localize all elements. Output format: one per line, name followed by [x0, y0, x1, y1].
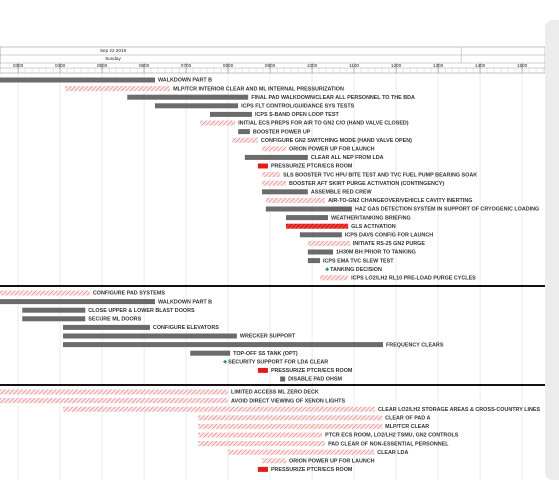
task-bar — [62, 406, 376, 412]
task-label: ICPS EMA TVC SLEW TEST — [323, 258, 394, 264]
timeline-header — [0, 46, 546, 74]
task-bar — [320, 275, 349, 281]
task-bar — [307, 240, 350, 246]
task-bar — [257, 367, 268, 373]
task-label: FREQUENCY CLEARS — [386, 342, 444, 348]
task-label: PRESSURIZE PTCR/ECS ROOM — [271, 368, 353, 374]
task-bar — [0, 77, 155, 83]
task-label: MLP/TCR INTERIOR CLEAR AND ML INTERNAL P… — [173, 86, 344, 92]
plot-area: Sep 22 2019SundaySep 23 2019Monday030004… — [0, 47, 545, 480]
date-label: Sep 22 2019 — [100, 48, 127, 53]
task-bar — [209, 111, 252, 117]
task-bar — [62, 333, 237, 339]
task-label: WEATHER/TANKING BRIEFING — [331, 215, 411, 221]
day-label: Sunday — [105, 56, 121, 61]
task-label: CONFIGURE GN2 SWITCHING MODE (HAND VALVE… — [261, 138, 412, 144]
task-bar — [262, 180, 287, 186]
task-label: TOP-OFF SS TANK (OPT) — [233, 351, 298, 357]
task-bar — [262, 189, 308, 195]
task-label: CLEAR LDA — [377, 450, 408, 456]
milestone — [223, 359, 228, 364]
task-bar — [198, 423, 383, 429]
task-label: ICPS DAVS CONFIG FOR LAUNCH — [345, 233, 433, 239]
task-label: AIR-TO-GN2 CHANGEOVER/VEHICLE CAVITY INE… — [328, 198, 472, 204]
task-bar — [22, 316, 86, 322]
task-label: MLP/TCR CLEAR — [385, 424, 429, 430]
task-bar — [198, 441, 326, 447]
task-bar — [62, 342, 384, 348]
task-label: CLEAR OF PAD A — [385, 416, 430, 422]
task-label: SECURE ML DOORS — [88, 317, 141, 323]
task-bar — [238, 129, 250, 135]
task-bar — [286, 215, 329, 221]
task-label: CLEAR LO2/LH2 STORAGE AREAS & CROSS-COUN… — [378, 407, 540, 413]
task-bar — [62, 324, 150, 330]
task-bar — [280, 376, 286, 382]
task-bar — [0, 398, 229, 404]
task-label: PRESSURIZE PTCR/ECS ROOM — [271, 467, 353, 473]
task-bar — [262, 458, 287, 464]
task-label: CLOSE UPPER & LOWER BLAST DOORS — [88, 308, 195, 314]
task-bar — [257, 466, 268, 472]
task-label: BOOSTER POWER UP — [253, 129, 311, 135]
scroll-panel — [545, 20, 559, 480]
task-label: 1H30M BH PRIOR TO TANKING — [336, 250, 416, 256]
task-bar — [0, 389, 229, 395]
task-label: INITIATE RS-25 GN2 PURGE — [353, 241, 425, 247]
task-label: DISABLE PAD OHSM — [288, 377, 342, 383]
task-bar — [244, 154, 308, 160]
task-bar — [262, 172, 281, 178]
task-label: SLS BOOSTER TVC HPU BITE TEST AND TVC FU… — [283, 172, 477, 178]
task-bar — [0, 290, 90, 296]
task-label: SECURITY SUPPORT FOR LDA CLEAR — [228, 360, 328, 366]
task-label: GLS ACTIVATION — [351, 224, 396, 230]
task-label: HAZ GAS DETECTION SYSTEM IN SUPPORT OF C… — [355, 207, 539, 213]
task-label: ICPS FLT CONTROL/GUIDANCE SYS TESTS — [241, 104, 355, 110]
task-bar — [265, 197, 326, 203]
task-bar — [265, 206, 352, 212]
task-bar — [286, 223, 349, 229]
task-label: WALKDOWN PART B — [158, 78, 212, 84]
task-label: CLEAR ALL NEP FROM LDA — [311, 155, 384, 161]
task-label: AVOID DIRECT VIEWING OF XENON LIGHTS — [231, 398, 345, 404]
task-label: WALKDOWN PART B — [158, 299, 212, 305]
task-label: ORION POWER UP FOR LAUNCH — [289, 459, 375, 465]
task-label: CONFIGURE PAD SYSTEMS — [93, 291, 165, 297]
task-label: PRESSURIZE PTCR/ECS ROOM — [271, 164, 353, 170]
task-bar — [154, 103, 239, 109]
task-bar — [190, 350, 231, 356]
task-bar — [199, 120, 236, 126]
task-label: CONFIGURE ELEVATORS — [153, 325, 219, 331]
task-bar — [22, 307, 86, 313]
task-bar — [198, 432, 323, 438]
task-bar — [232, 137, 258, 143]
task-bar — [257, 163, 268, 169]
task-bar — [262, 146, 287, 152]
task-label: BOOSTER AFT SKIRT PURGE ACTIVATION (CONT… — [289, 181, 444, 187]
task-bar — [307, 258, 321, 264]
task-label: PAD CLEAR OF NON-ESSENTIAL PERSONNEL — [328, 441, 449, 447]
milestone — [325, 267, 330, 272]
task-label: ICPS S-BAND OPEN LOOP TEST — [255, 112, 339, 118]
task-bar — [299, 232, 342, 238]
task-label: ASSEMBLE RED CREW — [311, 190, 373, 196]
task-bar — [228, 449, 375, 455]
task-bar — [65, 86, 171, 92]
task-bar — [198, 415, 383, 421]
task-label: ICPS LO2/LH2 RL10 PRE-LOAD PURGE CYCLES — [351, 276, 476, 282]
task-label: TANKING DECISION — [330, 267, 382, 273]
task-label: LIMITED ACCESS ML ZERO DECK — [231, 390, 319, 396]
task-label: PTCR ECS ROOM, LO2/LH2 TSMU, GN2 CONTROL… — [325, 433, 459, 439]
task-label: ORION POWER UP FOR LAUNCH — [289, 147, 375, 153]
task-bar — [0, 299, 155, 305]
task-bar — [127, 94, 249, 100]
task-bar — [307, 249, 334, 255]
task-label: FINAL PAD WALKDOWN/CLEAR ALL PERSONNEL T… — [251, 95, 415, 101]
task-label: WRECKER SUPPORT — [240, 334, 296, 340]
task-label: INITIAL ECS PREPS FOR AIR TO GN2 C/O (HA… — [238, 121, 409, 127]
